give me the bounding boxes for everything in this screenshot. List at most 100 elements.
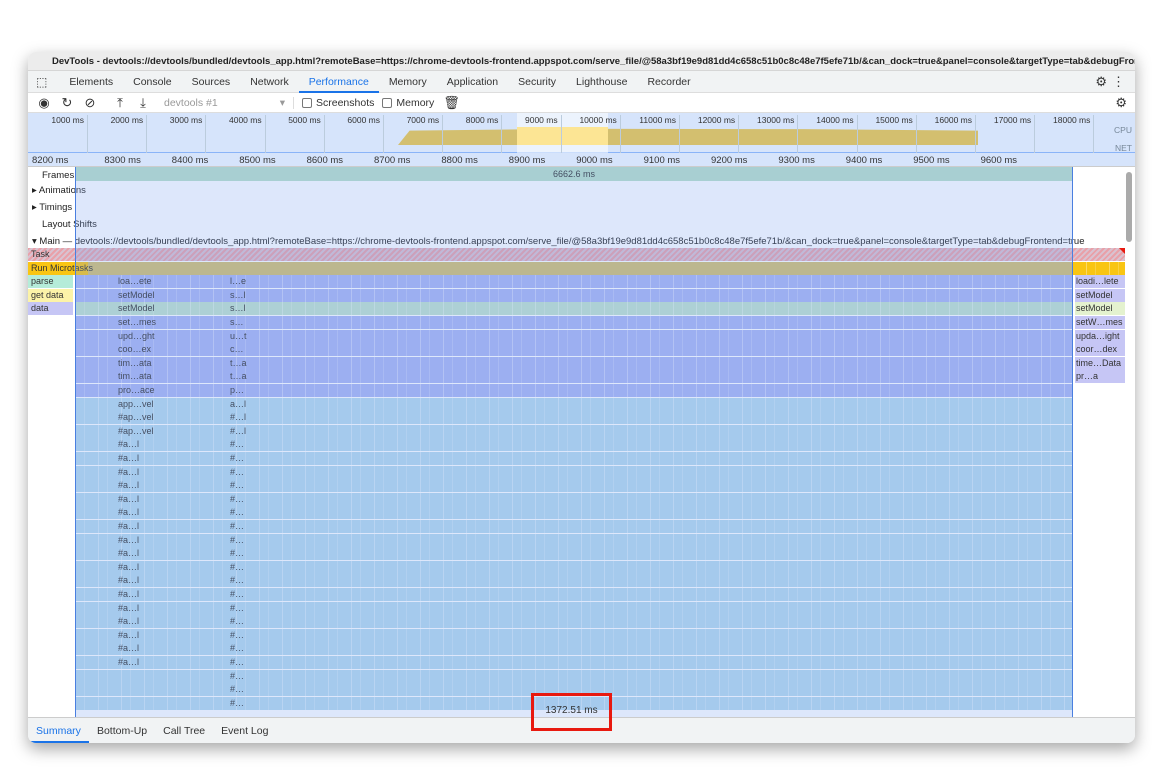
task-bar[interactable] xyxy=(28,248,1125,261)
flame-entry[interactable]: #… xyxy=(230,466,245,477)
flame-row[interactable]: setModel s…l xyxy=(75,302,1073,316)
tab-security[interactable]: Security xyxy=(518,75,557,88)
animations-track[interactable]: ▸ Animations xyxy=(32,185,86,196)
flame-entry[interactable]: #a…l xyxy=(118,657,140,667)
flame-entry[interactable]: #a…l xyxy=(118,589,140,599)
overview-selection[interactable] xyxy=(517,113,608,153)
flame-entry[interactable]: #… xyxy=(230,589,245,599)
trash-icon[interactable]: 🗑 xyxy=(443,94,460,110)
flame-row[interactable]: #a…l #… xyxy=(75,601,1073,615)
flame-entry[interactable]: #a…l xyxy=(118,629,140,640)
flame-entry[interactable]: set…mes xyxy=(118,317,157,327)
flame-entry-right[interactable]: time…Data xyxy=(1075,356,1125,370)
flame-entry[interactable]: #… xyxy=(230,629,245,640)
tab-performance[interactable]: Performance xyxy=(298,71,379,93)
flame-entry[interactable]: #a…l xyxy=(118,534,140,545)
profile-select[interactable]: devtools #1 ▾ xyxy=(164,96,294,109)
flame-entry[interactable]: #… xyxy=(230,480,245,491)
flame-entry[interactable]: #… xyxy=(230,670,245,681)
flame-row[interactable]: #a…l #… xyxy=(75,574,1073,588)
tab-elements[interactable]: Elements xyxy=(69,75,114,88)
flame-entry[interactable]: t…a xyxy=(230,357,247,368)
flame-row[interactable]: #a…l #… xyxy=(75,628,1073,642)
flame-entry[interactable]: loa…ete xyxy=(118,276,152,287)
flame-entry[interactable]: upd…ght xyxy=(118,330,155,341)
flame-row[interactable]: #a…l #… xyxy=(75,479,1073,493)
flame-entry[interactable]: #… xyxy=(230,602,245,613)
tab-memory[interactable]: Memory xyxy=(388,75,427,88)
flame-row[interactable]: setModel s…l xyxy=(75,288,1073,302)
tab-recorder[interactable]: Recorder xyxy=(647,75,691,88)
flame-row[interactable]: #a…l #… xyxy=(75,533,1073,547)
flame-label-run-microtasks[interactable]: Run Microtasks xyxy=(28,261,93,275)
flame-entry[interactable]: u…t xyxy=(230,330,247,341)
flame-entry[interactable]: #ap…vel xyxy=(118,412,154,423)
tab-application[interactable]: Application xyxy=(446,75,499,88)
flame-row[interactable]: #a…l #… xyxy=(75,465,1073,479)
tab-lighthouse[interactable]: Lighthouse xyxy=(576,75,628,88)
inspect-element-icon[interactable]: ⬚ xyxy=(36,74,48,89)
flame-row[interactable]: coo…ex c… xyxy=(75,343,1073,357)
flame-entry-right[interactable]: setW…mes xyxy=(1075,316,1125,329)
flame-row[interactable]: tim…ata t…a xyxy=(75,356,1073,370)
flame-entry[interactable]: s… xyxy=(230,317,244,327)
download-icon[interactable]: ⤓ xyxy=(140,94,146,110)
flame-row[interactable]: #a…l #… xyxy=(75,452,1073,465)
flame-entry[interactable]: p… xyxy=(230,385,245,395)
flame-entry[interactable]: #… xyxy=(230,684,245,695)
flame-entry[interactable]: #… xyxy=(230,548,245,559)
flame-row[interactable]: #… xyxy=(75,696,1073,710)
tab-sources[interactable]: Sources xyxy=(191,75,231,88)
flame-row[interactable]: app…vel a…l xyxy=(75,397,1073,411)
flame-row[interactable]: #ap…vel #…l xyxy=(75,411,1073,425)
flame-entry[interactable]: #a…l xyxy=(118,493,140,504)
flame-entry[interactable]: #ap…vel xyxy=(118,425,154,436)
flame-entry[interactable]: #… xyxy=(230,453,245,463)
flame-entry-right[interactable]: pr…a xyxy=(1075,370,1125,384)
flame-entry[interactable]: #…l xyxy=(230,425,247,436)
flame-entry-right[interactable]: loadi…lete xyxy=(1075,275,1125,289)
record-icon[interactable]: ◉ xyxy=(38,94,50,110)
flame-row[interactable]: #… xyxy=(75,669,1073,683)
flame-row[interactable]: #a…l #… xyxy=(75,656,1073,669)
more-options-icon[interactable]: ⋮ xyxy=(1112,73,1125,89)
flame-entry[interactable]: s…l xyxy=(230,303,246,314)
flame-entry[interactable]: #… xyxy=(230,697,245,708)
tab-network[interactable]: Network xyxy=(250,75,289,88)
flame-entry[interactable]: a…l xyxy=(230,398,247,409)
flame-label-parse[interactable]: parse xyxy=(28,275,73,289)
flame-entry[interactable]: #… xyxy=(230,507,245,518)
tab-bottom-up[interactable]: Bottom-Up xyxy=(96,724,148,737)
flame-row[interactable]: tim…ata t…a xyxy=(75,370,1073,384)
main-thread-track[interactable]: ▾ Main — devtools://devtools/bundled/dev… xyxy=(32,236,1085,247)
flame-entry[interactable]: #a…l xyxy=(118,561,140,572)
clear-icon[interactable]: ⊘ xyxy=(84,94,96,110)
flame-entry-right[interactable]: coor…dex xyxy=(1075,343,1125,357)
upload-icon[interactable]: ⤒ xyxy=(117,94,123,110)
flame-entry[interactable]: #a…l xyxy=(118,439,140,450)
flame-entry[interactable]: #… xyxy=(230,616,245,627)
flame-row[interactable]: #a…l #… xyxy=(75,547,1073,561)
capture-settings-gear-icon[interactable]: ⚙ xyxy=(1115,94,1127,110)
flame-entry[interactable]: setModel xyxy=(118,289,155,300)
tab-event-log[interactable]: Event Log xyxy=(221,724,269,737)
flame-entry[interactable]: #… xyxy=(230,521,245,531)
flame-entry[interactable]: app…vel xyxy=(118,398,154,409)
flame-entry[interactable]: #… xyxy=(230,657,245,667)
flame-entry[interactable]: t…a xyxy=(230,371,247,382)
flame-row[interactable]: upd…ght u…t xyxy=(75,329,1073,343)
tab-summary[interactable]: Summary xyxy=(28,719,89,743)
flame-label-task[interactable]: Task xyxy=(31,249,50,259)
flame-entry[interactable]: #a…l xyxy=(118,575,140,586)
flame-entry[interactable]: #… xyxy=(230,493,245,504)
flame-row[interactable]: #ap…vel #…l xyxy=(75,424,1073,438)
flame-row[interactable]: #… xyxy=(75,683,1073,697)
flame-entry[interactable]: #a…l xyxy=(118,453,140,463)
reload-record-icon[interactable]: ↻ xyxy=(61,94,73,110)
tab-call-tree[interactable]: Call Tree xyxy=(163,724,206,737)
flame-label-get-data[interactable]: get data xyxy=(28,288,73,302)
flame-row[interactable]: #a…l #… xyxy=(75,642,1073,656)
timeline-overview[interactable]: CPU NET 1000 ms 2000 ms 3000 ms 4000 ms 5000… xyxy=(28,113,1135,153)
flame-entry[interactable]: #a…l xyxy=(118,616,140,627)
flame-row[interactable]: #a…l #… xyxy=(75,520,1073,533)
